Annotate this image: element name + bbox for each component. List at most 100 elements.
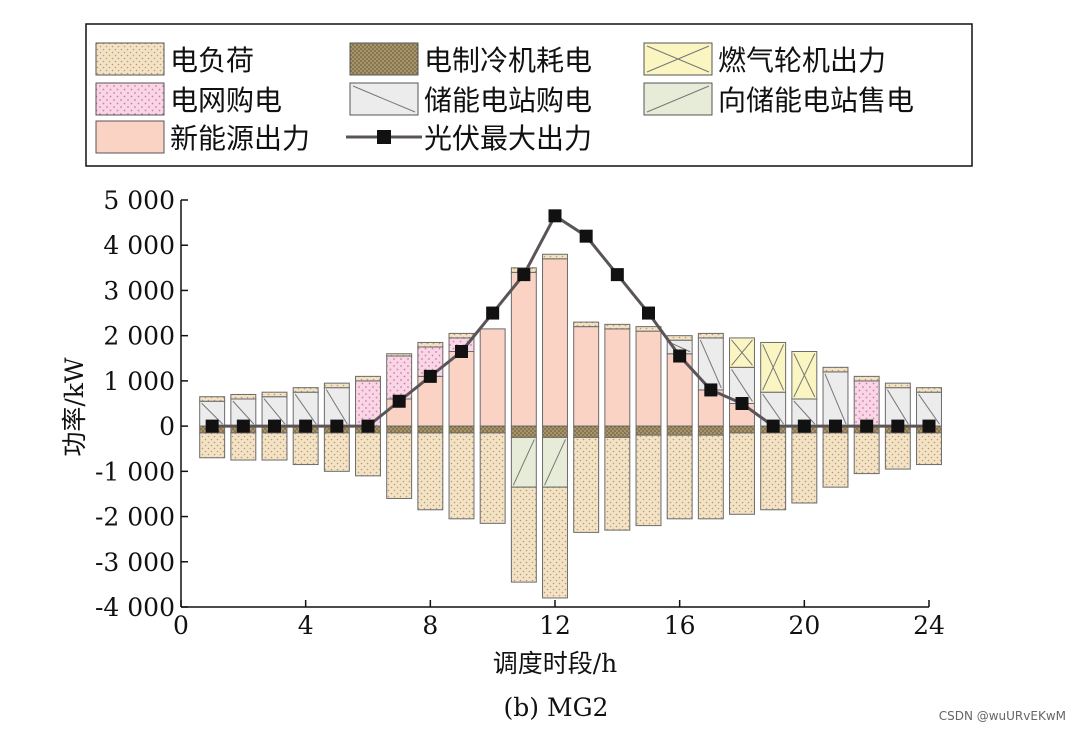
bar-cooling — [479, 425, 506, 434]
legend-label-renewable: 新能源出力 — [170, 122, 310, 155]
bar-load — [573, 436, 600, 533]
bar-load_top — [542, 253, 568, 260]
pv-max-point — [486, 306, 500, 320]
pv-max-point — [548, 209, 562, 223]
legend-label-cooling: 电制冷机耗电 — [424, 44, 592, 77]
pv-max-point — [766, 419, 780, 433]
axes: 5 000 4 000 3 000 2 000 1 000 0 -1 000 -2 000 -3… — [95, 186, 945, 640]
bar-load_top — [292, 387, 319, 393]
bar-load_top — [386, 353, 413, 357]
watermark: CSDN @wuURvEKwM — [938, 709, 1066, 723]
bar-load_top — [916, 387, 942, 393]
pv-max-point — [735, 397, 749, 410]
hatch-line — [731, 369, 753, 402]
pv-max-point — [330, 419, 344, 433]
hatch-line — [793, 400, 816, 425]
bar-cooling — [542, 425, 568, 438]
bar-cooling — [635, 425, 662, 436]
bar-load_top — [323, 382, 350, 389]
y-tick-label: 3 000 — [103, 276, 175, 305]
legend-label-pv_max: 光伏最大出力 — [424, 122, 592, 155]
bar-load — [729, 432, 755, 515]
hatch-line — [699, 339, 722, 389]
hatch-line — [544, 439, 566, 486]
hatch-line — [263, 398, 286, 425]
legend-label-storage_buy: 储能电站购电 — [424, 84, 592, 117]
pv-max-point — [205, 419, 219, 433]
pv-max-point — [579, 229, 593, 243]
bar-cooling — [386, 425, 413, 434]
pv-max-point — [268, 419, 281, 433]
legend-swatch-grid_buy — [95, 82, 165, 116]
bar-load — [916, 432, 942, 466]
hatch-line — [201, 402, 223, 425]
bar-cooling — [729, 425, 755, 434]
x-tick-label: 8 — [422, 611, 438, 640]
bar-load — [604, 436, 631, 531]
bar-load — [230, 432, 257, 461]
hatch-line — [824, 373, 847, 425]
bar-load — [417, 432, 444, 511]
bar-load_top — [697, 332, 724, 339]
hatch-line — [762, 393, 785, 425]
legend-label-gas_turbine: 燃气轮机出力 — [718, 44, 886, 77]
legend-hatch — [646, 85, 710, 113]
bar-load — [479, 432, 506, 524]
legend-swatch-cooling — [349, 42, 419, 76]
bar-load — [199, 432, 226, 459]
bar-load — [448, 432, 475, 520]
bar-load — [791, 432, 818, 504]
y-tick-label: -3 000 — [95, 548, 175, 577]
hatch-line — [512, 439, 535, 486]
bar-load — [853, 432, 880, 475]
legend-hatch — [352, 85, 416, 113]
figure-caption: (b) MG2 — [504, 693, 609, 722]
pv-max-point — [236, 419, 250, 433]
pv-max-point — [517, 268, 531, 282]
pv-max-point — [922, 419, 936, 433]
pv-max-point — [610, 268, 624, 282]
pv-max-point — [455, 344, 468, 358]
bar-cooling — [573, 425, 600, 438]
legend-label-load: 电负荷 — [170, 44, 254, 77]
y-tick-label: 1 000 — [103, 367, 175, 396]
bar-renewable — [604, 328, 631, 427]
bar-load — [355, 432, 381, 477]
bar-load_top — [230, 393, 257, 400]
bar-load_top — [355, 375, 381, 382]
y-tick-label: 0 — [159, 412, 175, 441]
bar-load_top — [666, 335, 693, 341]
y-tick-label: -2 000 — [95, 503, 175, 532]
legend-hatch — [646, 45, 710, 73]
bar-load — [760, 432, 787, 511]
bar-load — [884, 432, 911, 470]
x-tick-label: 16 — [664, 611, 696, 640]
y-tick-label: 5 000 — [103, 186, 175, 215]
pv-max-point — [891, 419, 905, 433]
bar-load — [292, 432, 319, 466]
hatch-line — [762, 344, 785, 391]
pv-max-point — [423, 369, 437, 383]
plot-area — [199, 209, 942, 599]
bar-load_top — [604, 323, 631, 330]
y-axis-label: 功率/kW — [60, 357, 89, 457]
pv-max-point — [361, 419, 375, 433]
x-tick-label: 0 — [173, 611, 189, 640]
y-tick-label: 4 000 — [103, 231, 175, 260]
pv-max-point — [829, 419, 842, 433]
legend-label-sell_to_storage: 向储能电站售电 — [718, 84, 914, 117]
pv-max-point — [642, 306, 655, 320]
bar-load — [261, 432, 288, 461]
bar-load — [635, 434, 662, 527]
pv-max-line — [212, 213, 929, 428]
bar-load_top — [853, 375, 880, 382]
x-tick-label: 12 — [539, 611, 571, 640]
bar-load_top — [417, 341, 444, 348]
hatch-line — [793, 353, 816, 398]
x-tick-label: 4 — [298, 611, 314, 640]
bar-load_top — [448, 332, 475, 339]
x-tick-label: 20 — [788, 611, 820, 640]
bar-renewable — [448, 350, 475, 427]
